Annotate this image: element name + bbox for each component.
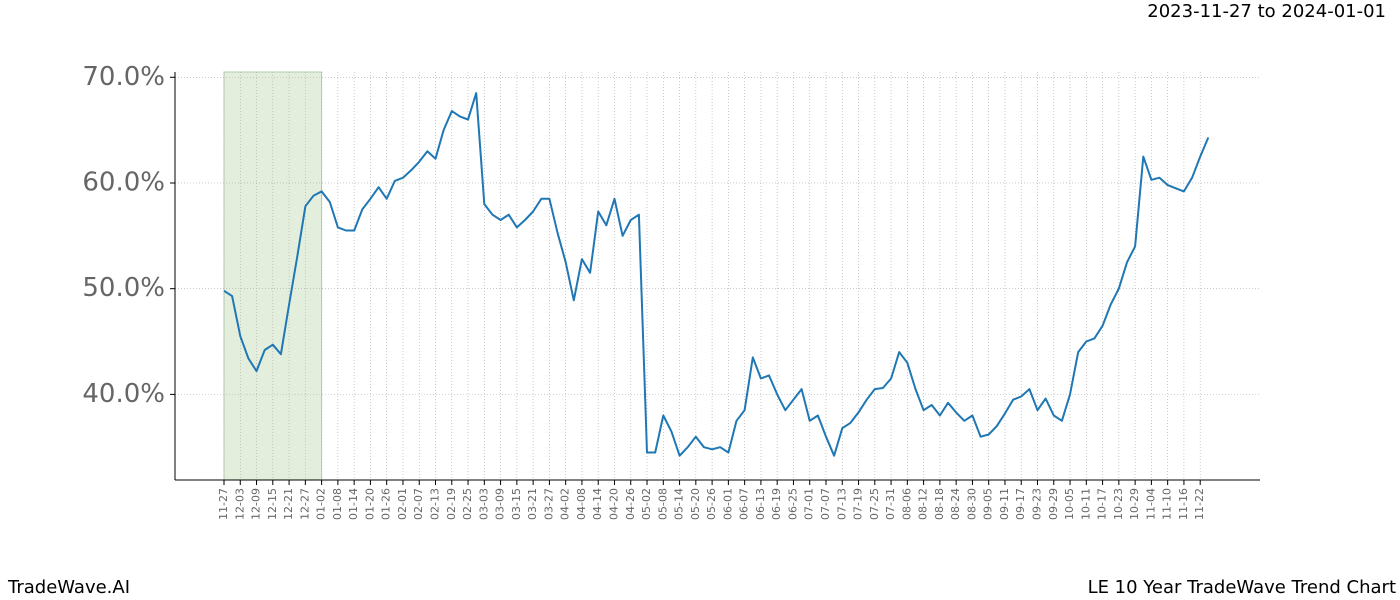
x-tick-label: 07-25 bbox=[868, 488, 881, 520]
brand: TradeWave.AI bbox=[7, 577, 130, 598]
x-tick-label: 11-27 bbox=[217, 488, 230, 520]
x-tick-label: 08-18 bbox=[933, 488, 946, 520]
chart-caption: LE 10 Year TradeWave Trend Chart bbox=[1088, 577, 1396, 598]
x-tick-label: 04-20 bbox=[607, 488, 620, 520]
x-tick-label: 09-23 bbox=[1031, 488, 1044, 520]
x-tick-label: 08-30 bbox=[965, 488, 978, 520]
x-tick-label: 10-17 bbox=[1096, 488, 1109, 520]
x-tick-label: 01-20 bbox=[363, 488, 376, 520]
x-tick-label: 09-17 bbox=[1014, 488, 1027, 520]
x-tick-label: 10-05 bbox=[1063, 488, 1076, 520]
x-tick-label: 02-07 bbox=[412, 488, 425, 520]
x-tick-label: 06-01 bbox=[721, 488, 734, 520]
x-tick-label: 04-14 bbox=[591, 488, 604, 520]
x-tick-label: 06-25 bbox=[786, 488, 799, 520]
x-tick-label: 11-16 bbox=[1177, 488, 1190, 520]
x-tick-label: 10-29 bbox=[1128, 488, 1141, 520]
x-tick-label: 01-26 bbox=[380, 488, 393, 520]
x-tick-label: 07-31 bbox=[884, 488, 897, 520]
x-tick-label: 12-27 bbox=[298, 488, 311, 520]
x-tick-label: 10-11 bbox=[1079, 488, 1092, 520]
x-tick-label: 02-25 bbox=[461, 488, 474, 520]
x-tick-label: 04-26 bbox=[624, 488, 637, 520]
trend-line bbox=[223, 92, 1210, 457]
x-tick-label: 08-12 bbox=[917, 488, 930, 520]
y-tick-label: 50.0% bbox=[82, 273, 165, 303]
y-tick-label: 60.0% bbox=[82, 167, 165, 197]
x-tick-label: 08-06 bbox=[900, 488, 913, 520]
x-tick-label: 07-19 bbox=[852, 488, 865, 520]
x-tick-label: 06-07 bbox=[738, 488, 751, 520]
x-tick-label: 05-02 bbox=[640, 488, 653, 520]
x-tick-label: 12-09 bbox=[250, 488, 263, 520]
x-tick-label: 02-13 bbox=[429, 488, 442, 520]
x-tick-label: 09-05 bbox=[982, 488, 995, 520]
x-tick-label: 01-02 bbox=[315, 488, 328, 520]
x-tick-label: 02-19 bbox=[445, 488, 458, 520]
x-tick-label: 06-13 bbox=[754, 488, 767, 520]
x-tick-label: 03-21 bbox=[526, 488, 539, 520]
x-tick-label: 12-21 bbox=[282, 488, 295, 520]
x-tick-label: 05-08 bbox=[656, 488, 669, 520]
x-tick-label: 03-15 bbox=[510, 488, 523, 520]
x-tick-label: 01-08 bbox=[331, 488, 344, 520]
x-tick-label: 04-08 bbox=[575, 488, 588, 520]
x-tick-label: 03-03 bbox=[477, 488, 490, 520]
x-tick-label: 11-22 bbox=[1193, 488, 1206, 520]
x-tick-label: 11-10 bbox=[1161, 488, 1174, 520]
x-tick-label: 05-20 bbox=[689, 488, 702, 520]
x-tick-label: 12-15 bbox=[266, 488, 279, 520]
x-tick-label: 06-19 bbox=[770, 488, 783, 520]
x-tick-label: 07-13 bbox=[835, 488, 848, 520]
x-tick-label: 09-29 bbox=[1047, 488, 1060, 520]
date-range: 2023-11-27 to 2024-01-01 bbox=[1147, 1, 1386, 22]
x-tick-label: 08-24 bbox=[949, 488, 962, 520]
x-tick-label: 02-01 bbox=[396, 488, 409, 520]
x-tick-label: 05-26 bbox=[705, 488, 718, 520]
x-tick-label: 01-14 bbox=[347, 488, 360, 520]
x-tick-label: 05-14 bbox=[673, 488, 686, 520]
x-tick-label: 09-11 bbox=[998, 488, 1011, 520]
x-tick-label: 03-27 bbox=[542, 488, 555, 520]
x-tick-label: 12-03 bbox=[233, 488, 246, 520]
x-tick-label: 04-02 bbox=[559, 488, 572, 520]
x-tick-label: 07-01 bbox=[803, 488, 816, 520]
x-tick-label: 10-23 bbox=[1112, 488, 1125, 520]
x-tick-label: 07-07 bbox=[819, 488, 832, 520]
y-tick-label: 70.0% bbox=[82, 62, 165, 92]
x-tick-label: 11-04 bbox=[1144, 488, 1157, 520]
x-tick-label: 03-09 bbox=[494, 488, 507, 520]
y-tick-label: 40.0% bbox=[82, 379, 165, 409]
